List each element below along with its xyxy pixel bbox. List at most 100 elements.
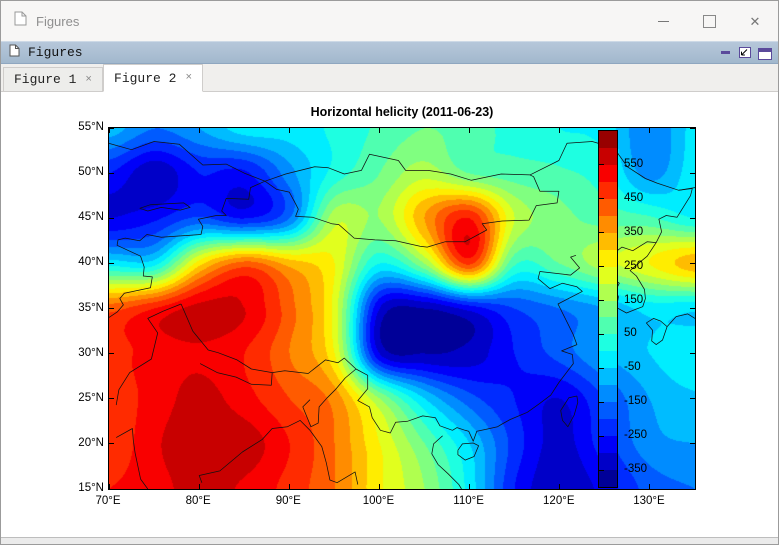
x-axis-label: 120°E	[543, 495, 575, 507]
map-outline-lake-balkhash	[139, 202, 191, 212]
map-outline-pakistan-india-border	[115, 303, 182, 406]
colorbar-tick-label: -150	[624, 395, 648, 408]
x-axis-label: 100°E	[362, 495, 395, 507]
colorbar-band	[599, 368, 617, 386]
tab-figure-1[interactable]: Figure 1 ×	[3, 67, 104, 91]
y-tick-left	[109, 353, 114, 355]
document-icon	[14, 11, 27, 31]
x-tick-top	[288, 128, 290, 133]
map-outline-india-west-coast	[116, 428, 149, 489]
colorbar-tick-label: 150	[624, 293, 644, 306]
panel-minimize-button[interactable]	[721, 51, 730, 56]
colorbar-tick	[599, 401, 604, 403]
tab-label: Figure 1	[14, 72, 77, 87]
x-tick-top	[198, 128, 200, 133]
window-bottom-edge	[1, 537, 778, 544]
colorbar-tick	[599, 469, 604, 471]
x-axis-label: 80°E	[185, 495, 211, 507]
map-outline-himalaya-border	[180, 303, 368, 376]
colorbar-band	[599, 402, 617, 420]
window-minimize-button[interactable]	[640, 1, 686, 41]
map-outline-honshu-coast	[666, 313, 695, 327]
colorbar-tick-label: 350	[624, 225, 644, 238]
x-tick-top	[378, 128, 380, 133]
colorbar-tick-label: -350	[624, 463, 648, 476]
colorbar-band	[599, 131, 617, 148]
colorbar-tick	[599, 164, 604, 166]
map-outline-india-myanmar-border	[302, 368, 357, 428]
colorbar-band	[599, 283, 617, 301]
map-outline-yunnan-indochina-border	[357, 375, 453, 434]
window-close-button[interactable]: ✕	[732, 1, 778, 41]
x-axis-label: 90°E	[275, 495, 301, 507]
x-tick-top	[559, 128, 561, 133]
y-tick-left	[109, 308, 114, 309]
y-tick-right	[690, 217, 695, 219]
map-outline-nepal-south-border	[199, 363, 273, 386]
window-title-bar: Figures ✕	[1, 1, 778, 41]
tab-close-icon[interactable]: ×	[185, 72, 193, 84]
map-outline-china-coast	[452, 254, 583, 442]
colorbar-band	[599, 249, 617, 267]
maximize-icon	[702, 14, 716, 28]
toolbar-actions	[721, 42, 772, 65]
undock-icon	[739, 46, 751, 58]
y-axis-label: 15°N	[78, 482, 104, 494]
y-axis-label: 55°N	[78, 121, 104, 133]
y-tick-right	[690, 443, 695, 445]
tab-figure-2[interactable]: Figure 2 ×	[103, 64, 204, 92]
colorbar-tick-label: 550	[624, 157, 644, 170]
close-icon: ✕	[749, 13, 761, 29]
y-tick-left	[109, 172, 114, 174]
map-outline-hainan-island	[457, 442, 479, 461]
y-axis-label: 30°N	[78, 346, 104, 359]
y-tick-right	[690, 308, 695, 309]
y-tick-left	[109, 398, 114, 400]
figures-panel-icon	[9, 44, 20, 62]
map-outline-mongolia-border	[264, 174, 560, 248]
y-tick-right	[690, 353, 695, 355]
panel-maximize-button[interactable]	[758, 47, 772, 60]
contour-field-canvas	[109, 128, 695, 489]
map-outline-kyushu-island	[646, 318, 668, 345]
x-axis-label: 130°E	[633, 495, 665, 507]
window-maximize-button[interactable]	[686, 1, 732, 41]
x-tick-top	[108, 128, 110, 133]
figure-area: Horizontal helicity (2011-06-23) 70°E 80°…	[1, 92, 778, 536]
colorbar-band	[599, 470, 617, 488]
colorbar-band	[599, 351, 617, 369]
colorbar-tick	[599, 435, 604, 437]
colorbar-tick-label: 450	[624, 191, 644, 204]
colorbar-band	[599, 215, 617, 233]
colorbar-tick	[599, 266, 604, 268]
colorbar-band	[599, 164, 617, 182]
colorbar-band	[599, 300, 617, 318]
panel-undock-button[interactable]	[737, 46, 751, 61]
x-tick-bottom	[649, 484, 651, 489]
x-axis-label: 110°E	[453, 495, 484, 507]
map-outline-vietnam-coast	[431, 435, 462, 489]
colorbar-band	[599, 453, 617, 471]
colorbar-band	[599, 147, 617, 165]
minimize-icon	[657, 20, 669, 22]
panel-minimize-icon	[721, 51, 730, 54]
y-tick-left	[109, 262, 114, 264]
map-outline-taiwan-island	[560, 395, 579, 428]
plot-title: Horizontal helicity (2011-06-23)	[310, 105, 494, 119]
window-controls: ✕	[640, 1, 778, 41]
colorbar-band	[599, 436, 617, 454]
y-tick-right	[690, 398, 695, 400]
colorbar-tick-label: -250	[624, 429, 648, 442]
y-axis-label: 35°N	[78, 301, 104, 314]
y-tick-left	[109, 488, 114, 490]
x-tick-top	[469, 128, 471, 133]
tab-close-icon[interactable]: ×	[85, 73, 93, 86]
x-axis-label: 70°E	[95, 495, 121, 507]
y-tick-left	[109, 443, 114, 445]
y-tick-left	[109, 127, 114, 129]
x-tick-top	[649, 128, 651, 133]
x-tick-bottom	[108, 484, 110, 489]
colorbar-tick-label: 50	[624, 327, 637, 340]
y-axis-label: 25°N	[78, 391, 104, 404]
window-title: Figures	[36, 13, 80, 29]
